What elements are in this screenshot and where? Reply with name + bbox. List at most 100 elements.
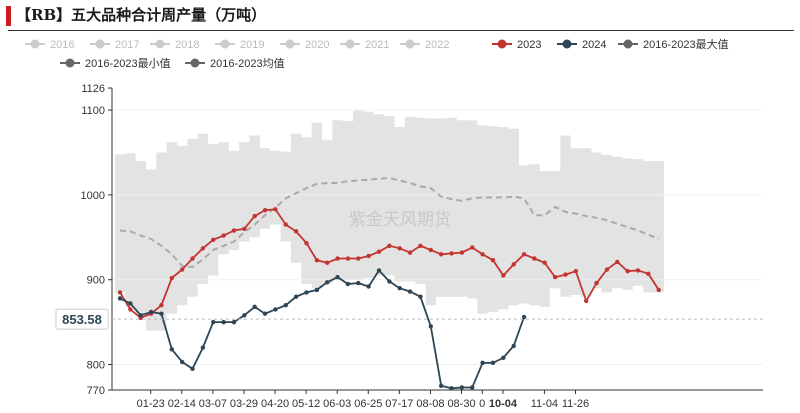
series-point-2023[interactable] — [418, 243, 423, 248]
series-point-2023[interactable] — [356, 256, 361, 261]
series-point-2023[interactable] — [252, 213, 257, 219]
series-point-2024[interactable] — [438, 383, 444, 388]
series-point-2023[interactable] — [387, 243, 392, 248]
series-point-2023[interactable] — [221, 233, 226, 238]
series-point-2024[interactable] — [211, 319, 216, 325]
series-point-2023[interactable] — [490, 258, 496, 263]
series-point-2024[interactable] — [128, 301, 133, 306]
legend-item-2021[interactable]: 2021 — [340, 39, 389, 51]
series-point-2024[interactable] — [376, 268, 382, 273]
series-point-2024[interactable] — [387, 279, 392, 284]
legend-item-2017[interactable]: 2017 — [90, 39, 139, 51]
legend-item-2016-2023最小值[interactable]: 2016-2023最小值 — [60, 57, 171, 70]
series-point-2023[interactable] — [594, 280, 599, 286]
legend-item-2018[interactable]: 2018 — [150, 39, 199, 51]
series-point-2024[interactable] — [418, 294, 423, 299]
series-point-2024[interactable] — [459, 385, 465, 390]
series-point-2024[interactable] — [511, 343, 516, 349]
series-point-2023[interactable] — [625, 269, 630, 274]
series-point-2023[interactable] — [283, 222, 288, 227]
series-point-2023[interactable] — [273, 207, 278, 212]
legend-item-2016-2023最大值[interactable]: 2016-2023最大值 — [618, 37, 729, 51]
series-point-2023[interactable] — [128, 307, 133, 312]
series-point-2024[interactable] — [470, 385, 475, 390]
series-point-2024[interactable] — [428, 324, 433, 329]
series-point-2024[interactable] — [293, 294, 299, 299]
series-point-2023[interactable] — [169, 275, 174, 281]
series-point-2024[interactable] — [356, 280, 361, 286]
series-point-2024[interactable] — [335, 274, 340, 280]
series-point-2023[interactable] — [179, 267, 185, 272]
legend-item-2022[interactable]: 2022 — [400, 39, 449, 51]
series-point-2023[interactable] — [304, 241, 309, 246]
legend-item-2024[interactable]: 2024 — [557, 39, 606, 51]
series-point-2023[interactable] — [656, 287, 661, 293]
series-point-2024[interactable] — [148, 309, 154, 315]
series-point-2023[interactable] — [604, 267, 610, 272]
series-point-2024[interactable] — [159, 311, 164, 316]
series-point-2024[interactable] — [242, 313, 247, 318]
series-point-2024[interactable] — [138, 313, 143, 318]
series-point-2023[interactable] — [117, 290, 123, 295]
series-point-2023[interactable] — [335, 256, 340, 261]
series-point-2024[interactable] — [449, 386, 454, 391]
series-point-2023[interactable] — [366, 253, 371, 259]
series-point-2024[interactable] — [366, 284, 371, 289]
series-point-2023[interactable] — [314, 258, 320, 263]
series-point-2024[interactable] — [190, 366, 195, 371]
series-point-2023[interactable] — [470, 245, 475, 250]
series-point-2024[interactable] — [480, 360, 485, 366]
series-point-2024[interactable] — [345, 281, 351, 287]
series-point-2023[interactable] — [542, 260, 547, 265]
series-point-2023[interactable] — [521, 252, 527, 257]
series-point-2023[interactable] — [428, 247, 433, 253]
series-point-2024[interactable] — [407, 289, 413, 294]
series-point-2024[interactable] — [231, 319, 237, 325]
series-point-2024[interactable] — [221, 319, 226, 325]
series-point-2024[interactable] — [262, 311, 268, 316]
series-point-2024[interactable] — [169, 347, 174, 352]
series-point-2023[interactable] — [345, 256, 351, 261]
series-point-2023[interactable] — [262, 207, 268, 213]
series-point-2024[interactable] — [490, 360, 496, 366]
series-point-2023[interactable] — [511, 262, 516, 267]
series-point-2023[interactable] — [615, 259, 620, 265]
series-point-2023[interactable] — [459, 250, 465, 255]
series-point-2023[interactable] — [376, 249, 382, 254]
series-point-2024[interactable] — [501, 355, 506, 360]
series-point-2023[interactable] — [293, 229, 299, 234]
series-point-2024[interactable] — [325, 280, 330, 285]
series-point-2024[interactable] — [273, 307, 278, 312]
series-point-2024[interactable] — [521, 314, 527, 320]
series-point-2023[interactable] — [480, 252, 485, 257]
series-point-2024[interactable] — [397, 286, 402, 291]
series-point-2023[interactable] — [200, 246, 206, 251]
legend-item-2023[interactable]: 2023 — [492, 39, 541, 51]
series-point-2024[interactable] — [283, 302, 288, 308]
series-point-2023[interactable] — [563, 272, 568, 277]
series-point-2024[interactable] — [179, 359, 185, 365]
series-point-2023[interactable] — [635, 268, 641, 273]
series-point-2023[interactable] — [190, 256, 195, 261]
series-point-2023[interactable] — [532, 256, 537, 261]
series-point-2023[interactable] — [211, 237, 216, 243]
series-point-2023[interactable] — [397, 246, 402, 251]
series-point-2023[interactable] — [501, 273, 506, 278]
series-point-2023[interactable] — [242, 226, 247, 232]
series-point-2023[interactable] — [552, 274, 558, 280]
legend-item-2020[interactable]: 2020 — [280, 39, 329, 51]
series-point-2024[interactable] — [314, 287, 320, 293]
series-point-2023[interactable] — [573, 269, 579, 274]
series-point-2023[interactable] — [231, 228, 237, 233]
legend-item-2016-2023均值[interactable]: 2016-2023均值 — [185, 57, 285, 70]
legend-item-2016[interactable]: 2016 — [25, 39, 74, 51]
series-point-2023[interactable] — [646, 271, 651, 276]
series-point-2023[interactable] — [159, 302, 164, 308]
series-point-2024[interactable] — [200, 345, 206, 350]
series-point-2024[interactable] — [117, 296, 123, 301]
series-point-2023[interactable] — [449, 251, 454, 256]
legend-item-2019[interactable]: 2019 — [215, 39, 264, 51]
series-point-2023[interactable] — [325, 260, 330, 265]
series-point-2024[interactable] — [304, 290, 309, 295]
series-point-2024[interactable] — [252, 304, 257, 310]
